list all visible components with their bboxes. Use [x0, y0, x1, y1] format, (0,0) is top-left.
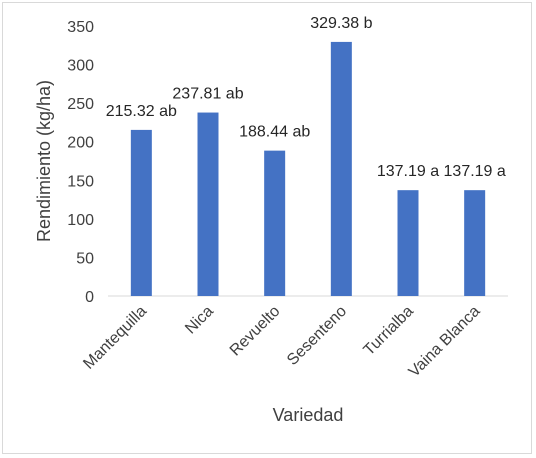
bar: [264, 150, 286, 296]
data-label: 137.19 a: [377, 163, 439, 180]
bar: [397, 190, 419, 296]
bar: [330, 41, 352, 296]
y-tick-label: 50: [76, 250, 94, 267]
y-axis-title: Rendimiento (kg/ha): [34, 80, 54, 242]
y-tick-labels: 0 50 100 150 200 250 300 350: [67, 19, 94, 306]
data-label: 188.44 ab: [239, 124, 310, 141]
y-tick-label: 0: [85, 289, 94, 306]
x-tick-label: Turrialba: [361, 303, 417, 359]
x-tick-label: Vaina Blanca: [406, 303, 484, 381]
data-label: 137.19 a: [444, 163, 506, 180]
bar: [464, 190, 486, 296]
y-tick-label: 250: [67, 96, 94, 113]
y-tick-label: 100: [67, 212, 94, 229]
y-tick-label: 150: [67, 173, 94, 190]
bar: [130, 129, 152, 296]
y-tick-label: 200: [67, 135, 94, 152]
bar: [197, 112, 219, 296]
x-axis-title: Variedad: [273, 405, 344, 425]
x-tick-label: Sesenteno: [284, 303, 350, 369]
x-tick-label: Mantequilla: [80, 303, 150, 373]
x-tick-labels: Mantequilla Nica Revuelto Sesenteno Turrialb…: [80, 303, 483, 381]
y-tick-label: 300: [67, 58, 94, 75]
data-label: 215.32 ab: [106, 103, 177, 120]
x-tick-label: Revuelto: [227, 303, 284, 360]
x-tick-label: Nica: [182, 303, 217, 338]
data-label: 329.38 b: [310, 15, 372, 32]
data-label: 237.81 ab: [172, 86, 243, 103]
y-tick-label: 350: [67, 19, 94, 36]
bars: [130, 41, 486, 296]
